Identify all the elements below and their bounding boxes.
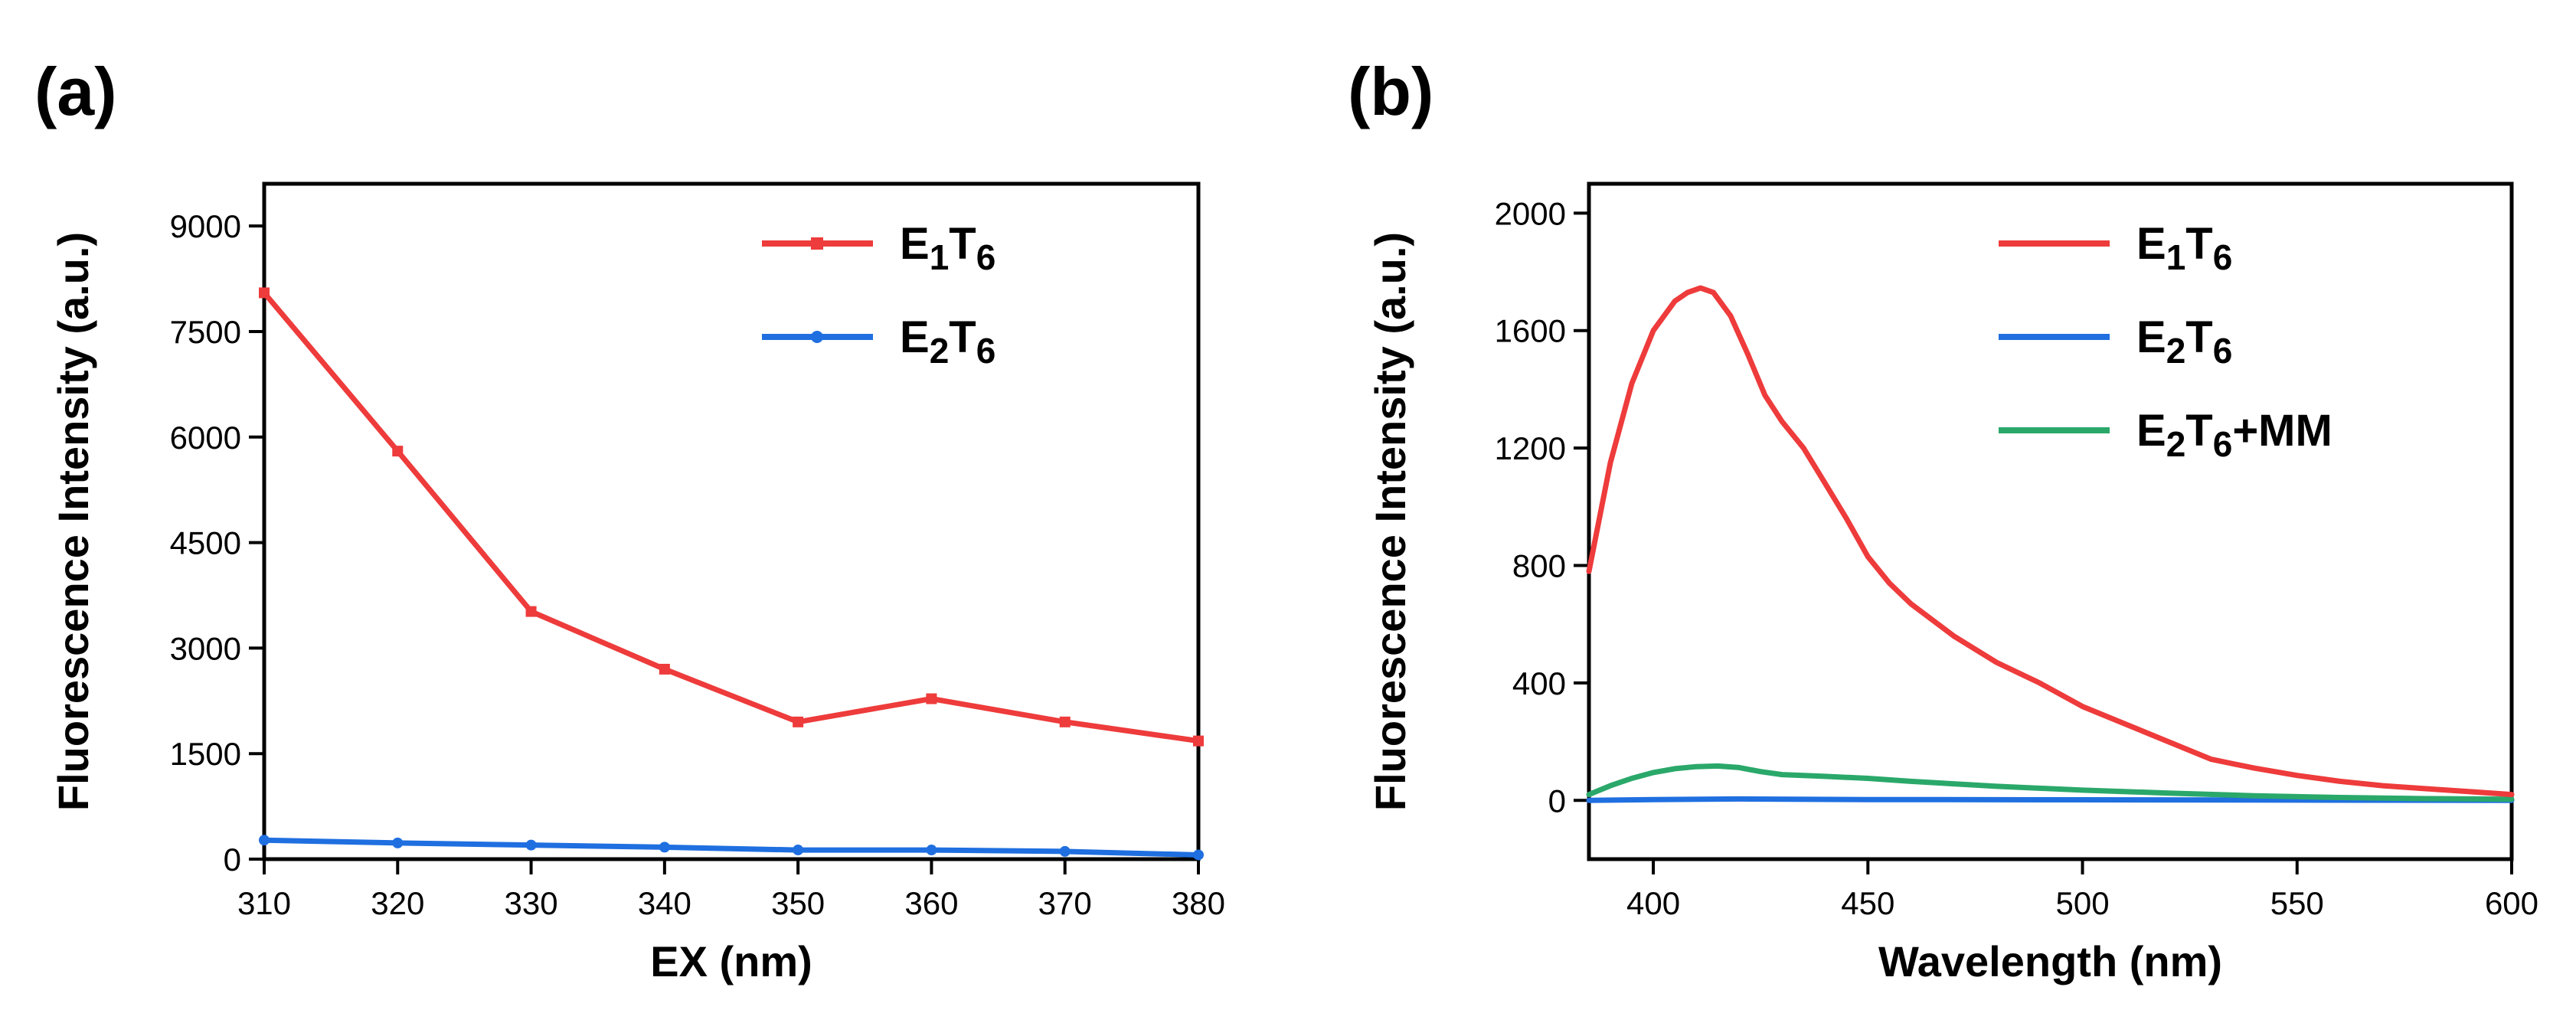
x-tick-label: 600 — [2485, 885, 2538, 921]
data-point — [392, 837, 404, 848]
x-tick-label: 450 — [1841, 885, 1894, 921]
data-point — [259, 835, 270, 846]
y-tick-label: 7500 — [170, 314, 241, 350]
legend-label: E1T6 — [900, 219, 995, 277]
x-tick-label: 370 — [1038, 885, 1092, 921]
y-tick-label: 4500 — [170, 525, 241, 561]
y-tick-label: 800 — [1512, 548, 1566, 584]
series-line — [1586, 285, 2515, 798]
legend-entry: E1T6 — [1999, 219, 2232, 277]
legend-label: E2T6 — [2136, 312, 2232, 371]
data-point — [793, 716, 804, 727]
data-point — [1059, 845, 1071, 857]
data-point — [1059, 716, 1071, 727]
x-tick-label: 500 — [2055, 885, 2109, 921]
data-point — [926, 693, 937, 704]
data-point — [1193, 849, 1204, 861]
x-tick-label: 400 — [1626, 885, 1680, 921]
y-axis-title: Fluorescence Intensity (a.u.) — [1366, 232, 1414, 811]
y-tick-label: 0 — [1548, 783, 1566, 819]
data-point — [1193, 735, 1204, 747]
y-tick-label: 3000 — [170, 630, 241, 666]
legend-entry: E2T6 — [1999, 312, 2232, 371]
x-tick-label: 310 — [237, 885, 291, 921]
panel-label: (b) — [1348, 54, 1433, 129]
data-point — [525, 606, 537, 617]
legend-label: E1T6 — [2136, 219, 2232, 277]
x-axis-title: EX (nm) — [650, 937, 812, 985]
y-tick-label: 0 — [224, 842, 241, 878]
x-tick-label: 340 — [638, 885, 691, 921]
x-tick-label: 360 — [904, 885, 958, 921]
series-line — [261, 289, 1201, 744]
data-point — [659, 842, 670, 853]
x-tick-label: 330 — [505, 885, 558, 921]
y-tick-label: 6000 — [170, 420, 241, 456]
y-tick-label: 400 — [1512, 665, 1566, 701]
y-tick-label: 1600 — [1495, 313, 1566, 349]
y-tick-label: 2000 — [1495, 195, 1566, 231]
legend-marker — [811, 331, 823, 343]
legend-entry: E2T6 — [762, 312, 995, 371]
legend-label: E2T6 — [900, 312, 995, 371]
x-tick-label: 380 — [1172, 885, 1225, 921]
data-point — [659, 663, 670, 675]
data-point — [793, 845, 804, 856]
x-tick-label: 320 — [371, 885, 424, 921]
y-tick-label: 9000 — [170, 208, 241, 244]
y-tick-label: 1500 — [170, 736, 241, 772]
x-tick-label: 350 — [771, 885, 825, 921]
series-line — [1586, 763, 2515, 802]
x-tick-label: 550 — [2270, 885, 2324, 921]
legend-label: E2T6+MM — [2136, 406, 2332, 464]
chart-panel-a: (a) 0 1500 3000 4500 6000 7500 9000 310 320 330 340… — [34, 54, 1225, 985]
y-tick-label: 1200 — [1495, 430, 1566, 466]
panel-label: (a) — [34, 54, 117, 129]
legend-marker — [811, 237, 823, 250]
series-line — [261, 837, 1201, 858]
data-point — [525, 839, 537, 851]
data-point — [259, 287, 270, 299]
legend-entry: E2T6+MM — [1999, 406, 2332, 464]
chart-panel-b: (b) 0 400 800 1200 1600 2000 400 450 500 550 600 Wav… — [1348, 54, 2538, 985]
data-point — [392, 446, 404, 457]
data-point — [926, 845, 937, 856]
series-line — [1586, 796, 2515, 803]
x-axis-title: Wavelength (nm) — [1878, 937, 2222, 985]
legend-entry: E1T6 — [762, 219, 995, 277]
plot-frame — [1587, 181, 2514, 861]
y-axis-title: Fluorescence Intensity (a.u.) — [49, 232, 97, 811]
plot-frame — [262, 181, 1201, 861]
